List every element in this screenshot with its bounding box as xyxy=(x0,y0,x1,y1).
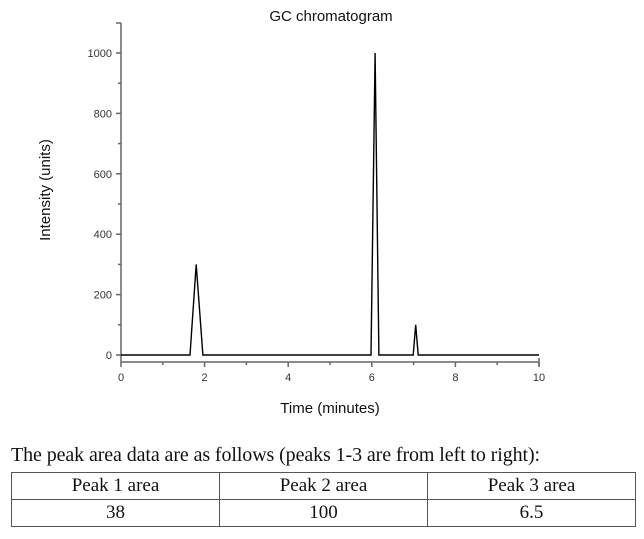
y-tick-label: 600 xyxy=(94,169,112,181)
x-tick-label: 6 xyxy=(369,372,375,384)
header-peak-1-area: Peak 1 area xyxy=(11,472,220,500)
x-axis: 0 2 4 6 8 10 xyxy=(118,358,545,384)
y-tick-label: 800 xyxy=(94,108,112,120)
y-tick-label: 0 xyxy=(106,350,112,362)
y-tick-label: 1000 xyxy=(88,48,112,60)
value-peak-1-area: 38 xyxy=(11,499,220,527)
peak-area-table: Peak 1 area Peak 2 area Peak 3 area 38 1… xyxy=(11,472,636,527)
x-tick-label: 0 xyxy=(118,372,124,384)
chromatogram-trace xyxy=(121,52,539,356)
value-peak-3-area: 6.5 xyxy=(427,499,636,527)
x-tick-label: 4 xyxy=(285,372,291,384)
header-peak-3-area: Peak 3 area xyxy=(427,472,636,500)
y-tick-label: 400 xyxy=(94,229,112,241)
gc-chromatogram-chart: GC chromatogram 0 200 400 600 800 1000 0 2 4 6 8 1… xyxy=(37,8,545,417)
peak-area-caption: The peak area data are as follows (peaks… xyxy=(11,444,540,466)
table-header-row: Peak 1 area Peak 2 area Peak 3 area xyxy=(11,472,636,500)
x-tick-label: 2 xyxy=(202,372,208,384)
x-tick-label: 8 xyxy=(452,372,458,384)
y-tick-label: 200 xyxy=(94,290,112,302)
x-tick-label: 10 xyxy=(533,372,545,384)
x-axis-label: Time (minutes) xyxy=(280,400,379,417)
y-axis-label: Intensity (units) xyxy=(37,139,54,241)
y-axis: 0 200 400 600 800 1000 xyxy=(88,22,122,362)
chart-title: GC chromatogram xyxy=(269,8,392,25)
table-row: 38 100 6.5 xyxy=(11,499,636,527)
header-peak-2-area: Peak 2 area xyxy=(219,472,428,500)
value-peak-2-area: 100 xyxy=(219,499,428,527)
